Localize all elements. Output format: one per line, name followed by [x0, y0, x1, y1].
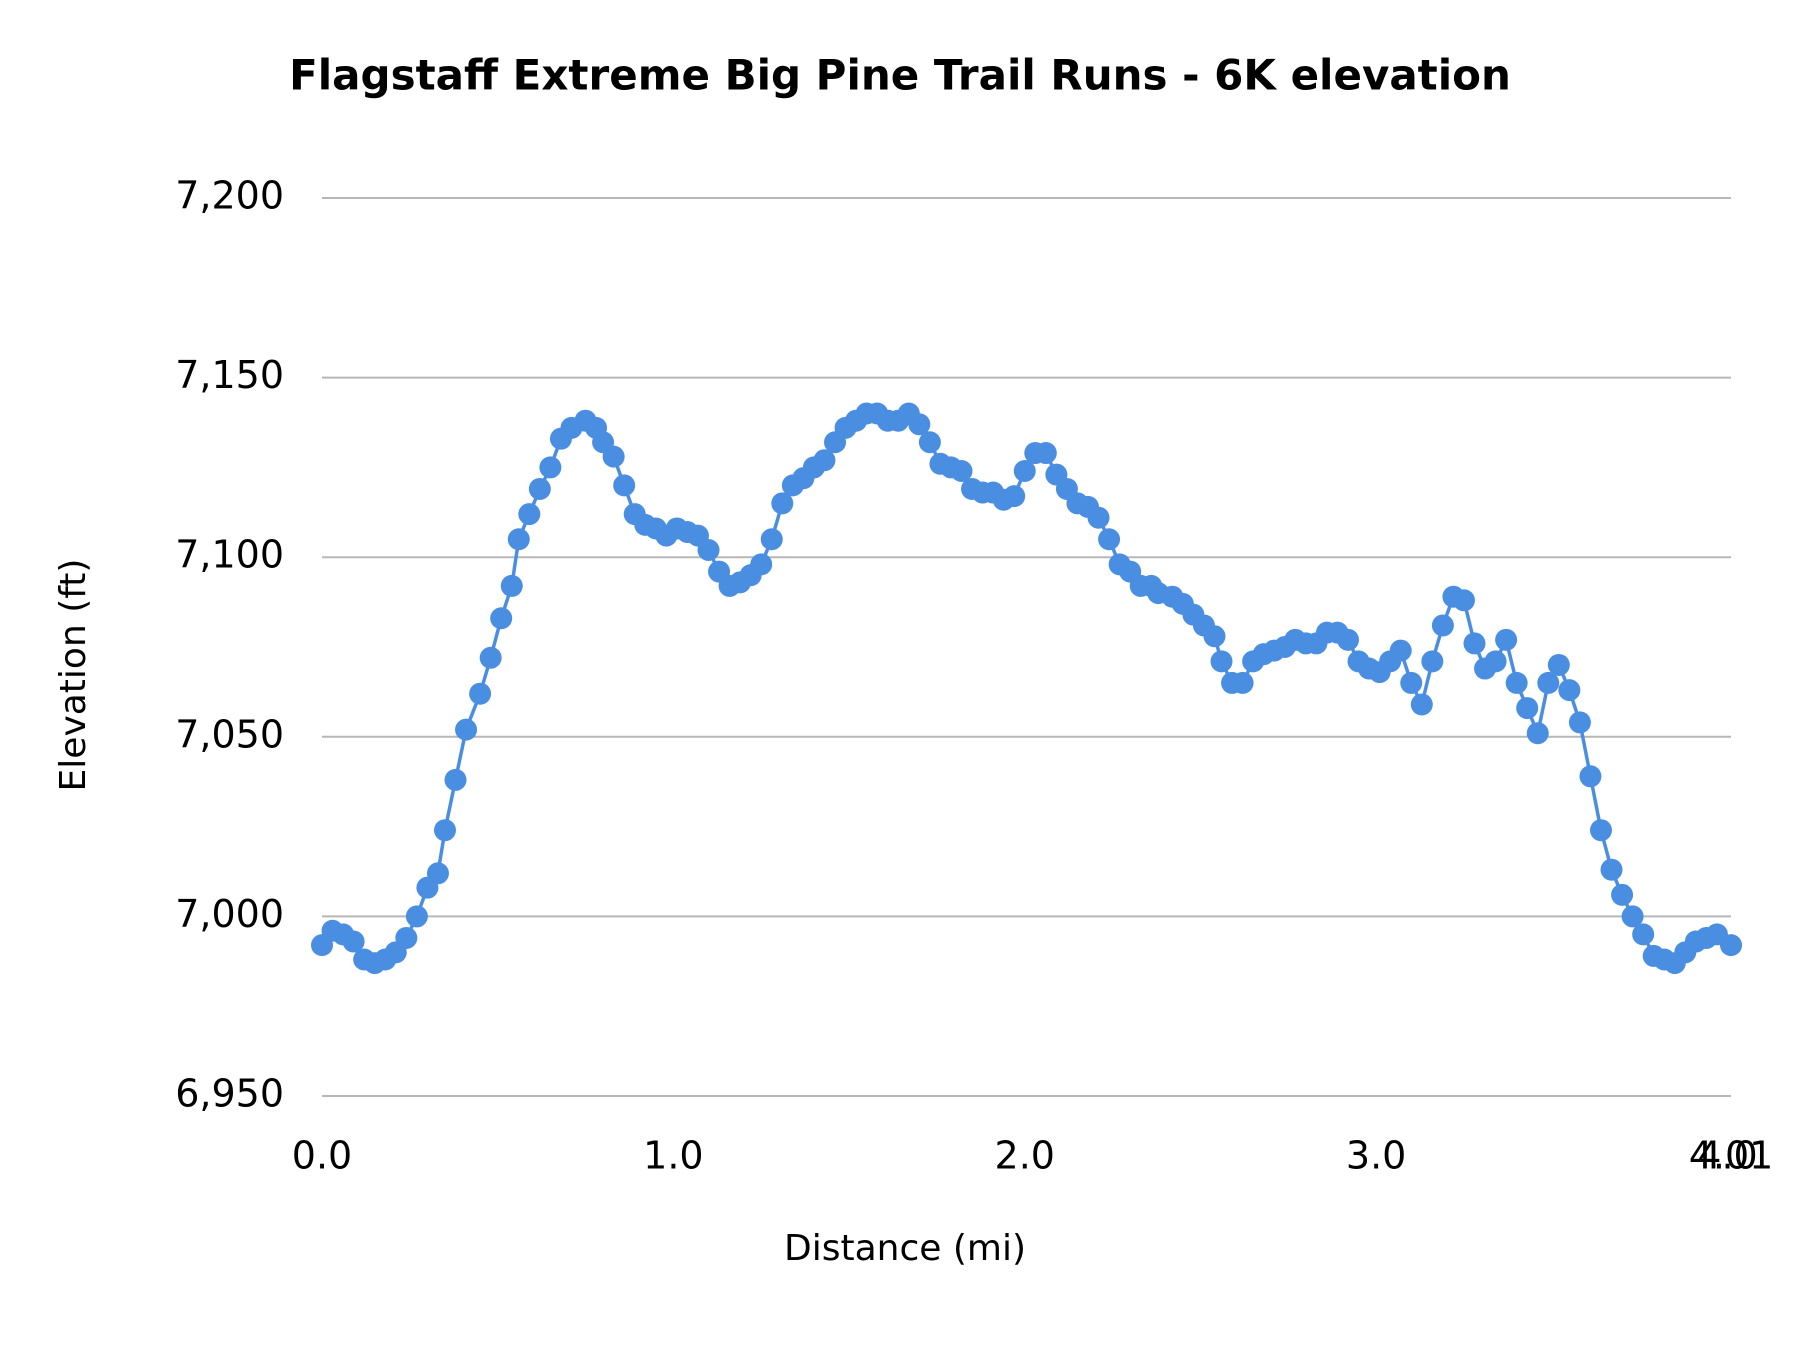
point — [908, 413, 931, 436]
point — [1013, 459, 1036, 482]
point — [1210, 650, 1233, 673]
point — [1568, 711, 1591, 734]
point — [490, 607, 513, 630]
point — [1611, 883, 1634, 906]
point — [813, 449, 836, 472]
point — [1421, 650, 1444, 673]
point — [613, 474, 636, 497]
point — [469, 682, 492, 705]
point — [602, 445, 625, 468]
point — [697, 539, 720, 562]
point — [1484, 650, 1507, 673]
point — [1621, 905, 1644, 928]
point — [1452, 589, 1475, 612]
point — [1632, 923, 1655, 946]
point — [1505, 671, 1528, 694]
point — [1034, 442, 1057, 465]
point — [518, 503, 541, 526]
point — [342, 930, 365, 953]
point — [1087, 506, 1110, 529]
point — [433, 819, 456, 842]
point — [1003, 485, 1026, 508]
point — [1400, 671, 1423, 694]
point — [1463, 632, 1486, 655]
point — [1389, 639, 1412, 662]
y-tick-label: 7,100 — [175, 533, 284, 577]
point — [1516, 697, 1539, 720]
point — [395, 926, 418, 949]
y-axis-label: Elevation (ft) — [53, 559, 94, 792]
point — [1558, 679, 1581, 702]
y-tick-label: 7,050 — [175, 712, 284, 756]
chart-title: Flagstaff Extreme Big Pine Trail Runs - … — [289, 51, 1511, 100]
x-tick-label: 4.01 — [1689, 1134, 1774, 1178]
x-tick-label: 4.0 — [1697, 1134, 1757, 1178]
point — [750, 553, 773, 576]
point — [1203, 625, 1226, 648]
x-tick-label: 0.0 — [292, 1134, 352, 1178]
point — [1495, 628, 1518, 651]
point — [1600, 858, 1623, 881]
y-tick-label: 7,000 — [175, 892, 284, 936]
point — [760, 528, 783, 551]
point — [771, 492, 794, 515]
point — [455, 718, 478, 741]
y-tick-label: 7,200 — [175, 174, 284, 218]
point — [1589, 819, 1612, 842]
point — [1098, 528, 1121, 551]
point — [405, 905, 428, 928]
point — [426, 862, 449, 885]
point — [500, 574, 523, 597]
point — [1431, 614, 1454, 637]
y-tick-label: 7,150 — [175, 353, 284, 397]
point — [1537, 671, 1560, 694]
x-tick-label: 1.0 — [643, 1134, 703, 1178]
point — [1231, 671, 1254, 694]
point — [1526, 722, 1549, 745]
point — [479, 646, 502, 669]
point — [539, 456, 562, 479]
x-tick-label: 3.0 — [1346, 1134, 1406, 1178]
point — [1547, 653, 1570, 676]
point — [444, 768, 467, 791]
point — [507, 528, 530, 551]
point — [1337, 628, 1360, 651]
point — [528, 477, 551, 500]
point — [1720, 934, 1742, 957]
point — [950, 459, 973, 482]
y-tick-label: 6,950 — [175, 1072, 284, 1116]
x-axis-label: Distance (mi) — [784, 1228, 1026, 1269]
point — [1579, 765, 1602, 788]
point — [918, 431, 941, 454]
point — [1410, 693, 1433, 716]
x-tick-label: 2.0 — [995, 1134, 1055, 1178]
